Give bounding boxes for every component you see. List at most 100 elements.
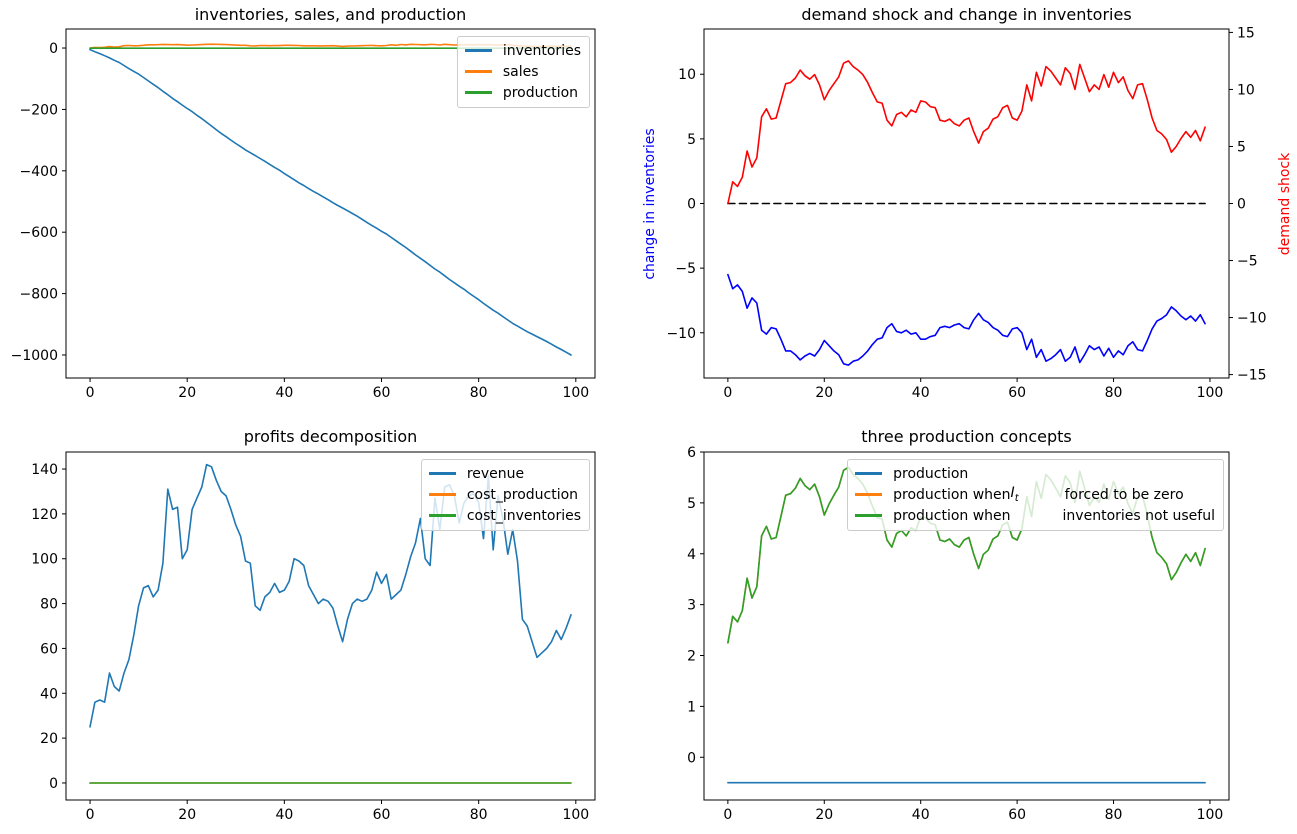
x-tick-label: 80 (1105, 385, 1123, 401)
legend-line-swatch (855, 472, 883, 475)
legend-item: sales (464, 61, 581, 82)
legend-item: production (855, 463, 1215, 484)
right-y-tick-label: 10 (1237, 82, 1255, 98)
legend-label: production (893, 465, 969, 482)
y-tick-label: −5 (675, 261, 696, 277)
y-tick-label: 4 (687, 547, 696, 563)
legend-line-swatch (464, 91, 492, 94)
legend-label: inventories (502, 42, 581, 59)
page-title: inventories, sales, and production (194, 5, 467, 24)
x-tick-label: 100 (1197, 807, 1224, 823)
x-tick-label: 100 (562, 385, 589, 401)
legend-label: production when (893, 507, 1011, 524)
y-tick-label: 140 (31, 462, 58, 478)
legend-label: cost_inventories (466, 507, 581, 524)
legend-item: production (464, 82, 581, 103)
legend-item: cost_production (428, 484, 581, 505)
x-tick-label: 20 (815, 385, 833, 401)
y-tick-label: 80 (40, 597, 58, 613)
y-tick-label: 100 (31, 552, 58, 568)
y-tick-label: 5 (687, 496, 696, 512)
y-tick-label: 0 (687, 750, 696, 766)
y-tick-label: 0 (49, 41, 58, 57)
x-tick-label: 20 (815, 807, 833, 823)
y-tick-label: 5 (687, 132, 696, 148)
legend-item: cost_inventories (428, 505, 581, 526)
y-tick-label: 6 (687, 445, 696, 461)
x-tick-label: 40 (275, 807, 293, 823)
plot-title: demand shock and change in inventories (801, 5, 1132, 24)
right-y-tick-label: 5 (1237, 139, 1246, 155)
right-y-tick-label: −5 (1237, 254, 1258, 270)
legend-label: revenue (466, 465, 525, 482)
series-demand-shock (727, 60, 1206, 205)
y-tick-label: 10 (678, 67, 696, 83)
x-tick-label: 80 (1105, 807, 1123, 823)
legend-line-swatch (464, 70, 492, 73)
legend-line-swatch (855, 514, 883, 517)
y-tick-label: −600 (20, 225, 58, 241)
y-tick-label: 1 (687, 699, 696, 715)
x-tick-label: 60 (1008, 385, 1026, 401)
y-tick-label: 20 (40, 731, 58, 747)
x-tick-label: 40 (912, 807, 930, 823)
y-tick-label: −200 (20, 102, 58, 118)
y-tick-label: 0 (49, 776, 58, 792)
x-tick-label: 40 (275, 385, 293, 401)
right-y-tick-label: 15 (1237, 25, 1255, 41)
x-tick-label: 0 (86, 807, 95, 823)
x-tick-label: 80 (470, 807, 488, 823)
x-tick-label: 0 (86, 385, 95, 401)
right-y-tick-label: −15 (1237, 368, 1267, 384)
legend-label-gap (1019, 494, 1065, 495)
legend: inventories sales production (456, 36, 590, 108)
x-tick-label: 60 (373, 807, 391, 823)
x-tick-label: 80 (470, 385, 488, 401)
y-tick-label: −10 (666, 326, 696, 342)
series-change-in-inventories (727, 273, 1206, 366)
y-tick-label: −400 (20, 164, 58, 180)
plot-title: three production concepts (861, 427, 1072, 446)
legend-line-swatch (855, 493, 883, 496)
x-tick-label: 0 (723, 385, 732, 401)
legend-label: production (502, 84, 579, 101)
y-tick-label: 3 (687, 598, 696, 614)
legend-math-symbol: It (1010, 485, 1019, 504)
y-tick-label: 2 (687, 649, 696, 665)
legend: revenue cost_production cost_inventories (420, 459, 590, 531)
legend-label: sales (502, 63, 539, 80)
x-tick-label: 0 (723, 807, 732, 823)
y-tick-label: −800 (20, 287, 58, 303)
legend: production production when It forced to be… (847, 459, 1224, 531)
axes-frame (703, 451, 1230, 801)
x-tick-label: 40 (912, 385, 930, 401)
axes-frame (65, 28, 596, 379)
y-tick-label: 0 (687, 197, 696, 213)
legend-line-swatch (428, 472, 456, 475)
x-tick-label: 20 (178, 807, 196, 823)
plot-title: profits decomposition (243, 427, 418, 446)
x-tick-label: 100 (562, 807, 589, 823)
legend-item: production when It forced to be zero (855, 484, 1215, 505)
axes-frame (65, 451, 596, 801)
right-y-tick-label: 0 (1237, 197, 1246, 213)
x-tick-label: 20 (178, 385, 196, 401)
x-tick-label: 60 (1008, 807, 1026, 823)
series-inventories (89, 48, 572, 356)
legend-label: production when (893, 486, 1011, 503)
right-y-tick-label: −10 (1237, 311, 1267, 327)
legend-line-swatch (428, 493, 456, 496)
legend-line-swatch (464, 49, 492, 52)
legend-label: cost_production (466, 486, 579, 503)
legend-label-gap (1011, 515, 1063, 516)
legend-line-swatch (428, 514, 456, 517)
legend-item: inventories (464, 40, 581, 61)
legend-item: production when inventories not useful (855, 505, 1215, 526)
